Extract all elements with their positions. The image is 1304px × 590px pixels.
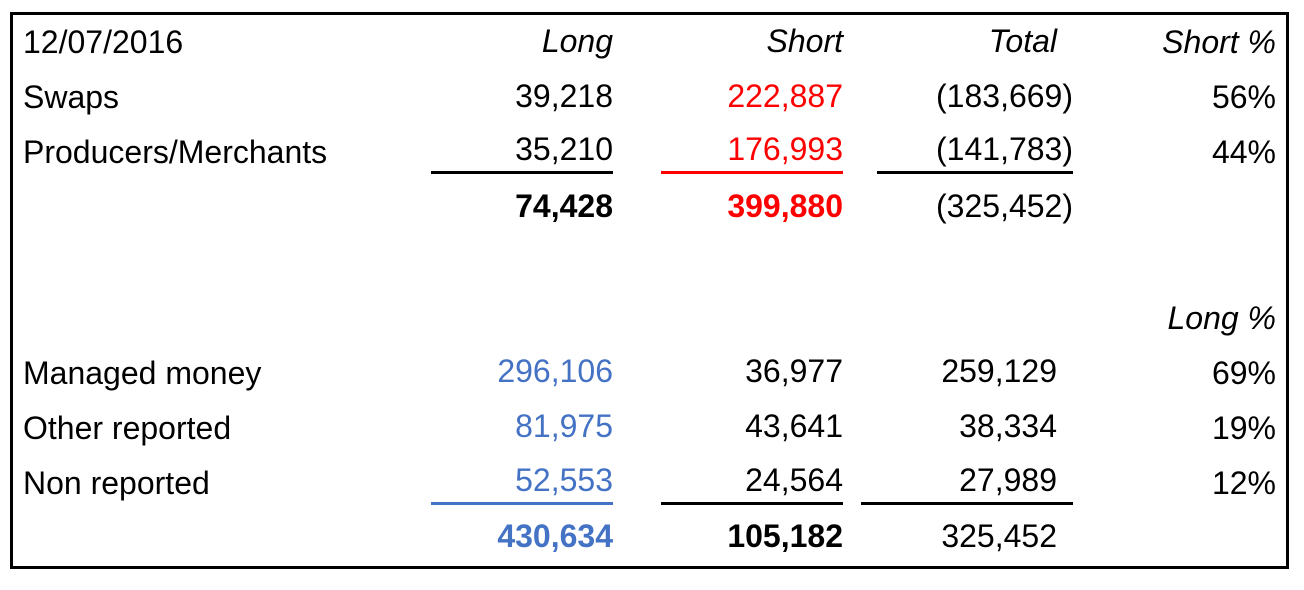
row-label-non-reported: Non reported xyxy=(23,464,210,501)
managed-money-long-pct-value: 69% xyxy=(1211,354,1276,391)
managed-money-short-value: 36,977 xyxy=(745,353,843,390)
other-reported-long-value: 81,975 xyxy=(515,408,613,445)
spacer-row xyxy=(13,235,1286,290)
managed-money-total-value: 259,129 xyxy=(941,353,1057,390)
swaps-short-pct-value: 56% xyxy=(1211,79,1276,116)
table-row-non-reported: Non reported 52,553 24,564 27,989 12% xyxy=(13,456,1286,511)
speculators-total-short-value: 105,182 xyxy=(727,518,843,555)
table-row-producers-merchants: Producers/Merchants 35,210 176,993 (141,… xyxy=(13,125,1286,180)
row-label-producers-merchants: Producers/Merchants xyxy=(23,134,328,171)
non-reported-short-value: 24,564 xyxy=(661,462,843,505)
row-label-swaps: Swaps xyxy=(23,79,120,116)
commercials-total-net-value: (325,452) xyxy=(936,187,1073,224)
table-row-other-reported: Other reported 81,975 43,641 38,334 19% xyxy=(13,401,1286,456)
cot-positions-table: 12/07/2016 Long Short Total Short % Swap… xyxy=(10,12,1289,569)
producers-total-value: (141,783) xyxy=(877,131,1073,175)
swaps-total-value: (183,669) xyxy=(936,77,1073,114)
speculators-total-net-value: 325,452 xyxy=(941,518,1057,555)
table-row-commercials-total: 74,428 399,880 (325,452) xyxy=(13,180,1286,235)
table-row-swaps: Swaps 39,218 222,887 (183,669) 56% xyxy=(13,70,1286,125)
long-pct-header-row: Long % xyxy=(13,290,1286,345)
other-reported-long-pct-value: 19% xyxy=(1211,409,1276,446)
column-header-long: Long xyxy=(541,22,613,59)
row-label-managed-money: Managed money xyxy=(23,354,262,391)
speculators-total-long-value: 430,634 xyxy=(497,518,613,555)
table-row-speculators-total: 430,634 105,182 325,452 xyxy=(13,511,1286,566)
column-header-short-pct: Short % xyxy=(1162,24,1276,61)
other-reported-short-value: 43,641 xyxy=(745,408,843,445)
header-row: 12/07/2016 Long Short Total Short % xyxy=(13,15,1286,70)
table-row-managed-money: Managed money 296,106 36,977 259,129 69% xyxy=(13,346,1286,401)
column-header-short: Short xyxy=(766,22,843,59)
non-reported-long-pct-value: 12% xyxy=(1211,464,1276,501)
non-reported-long-value: 52,553 xyxy=(431,462,613,505)
column-header-total: Total xyxy=(988,22,1057,59)
commercials-total-short-value: 399,880 xyxy=(727,187,843,224)
non-reported-total-value: 27,989 xyxy=(861,462,1073,505)
swaps-long-value: 39,218 xyxy=(515,77,613,114)
producers-short-pct-value: 44% xyxy=(1211,134,1276,171)
commercials-total-long-value: 74,428 xyxy=(515,187,613,224)
report-date: 12/07/2016 xyxy=(23,24,184,61)
producers-long-value: 35,210 xyxy=(431,131,613,175)
managed-money-long-value: 296,106 xyxy=(497,353,613,390)
column-header-long-pct: Long % xyxy=(1167,299,1276,336)
other-reported-total-value: 38,334 xyxy=(959,408,1057,445)
row-label-other-reported: Other reported xyxy=(23,409,232,446)
producers-short-value: 176,993 xyxy=(661,131,843,175)
swaps-short-value: 222,887 xyxy=(727,77,843,114)
